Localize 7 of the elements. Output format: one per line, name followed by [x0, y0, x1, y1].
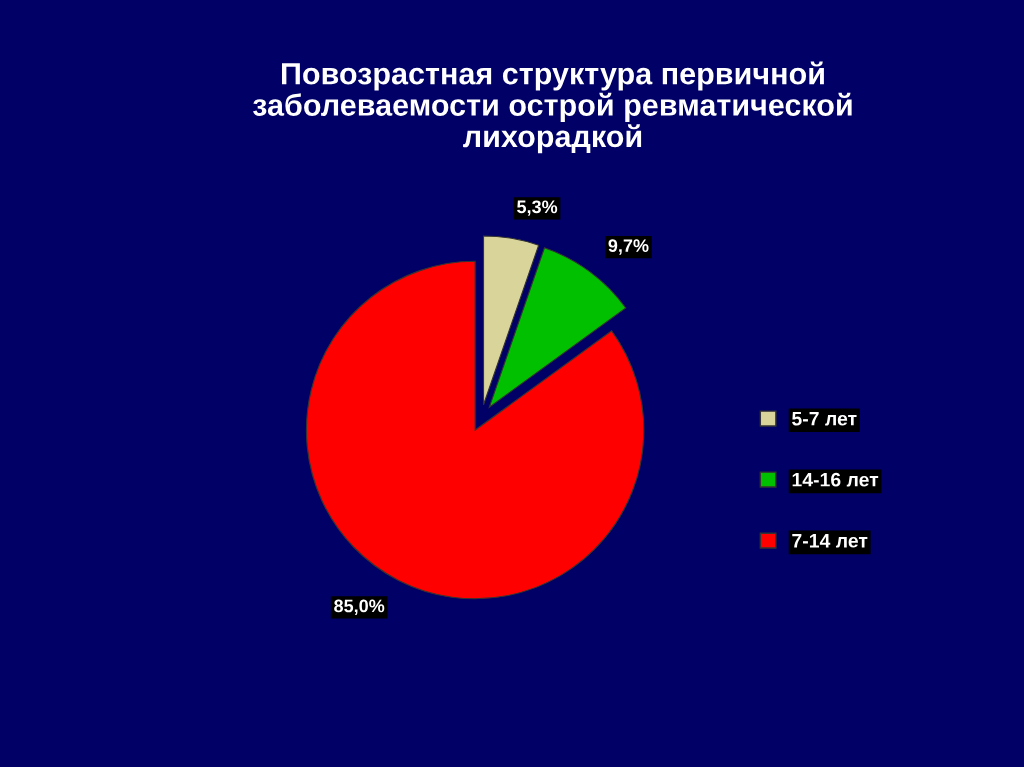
data-label: 9,7% — [608, 239, 649, 255]
chart-title: Повозрастная структура первичной заболеваемости острой ревматической лихорадкой — [253, 61, 852, 154]
legend-label: 7-14 лет — [792, 534, 868, 548]
legend-label: 14-16 лет — [792, 472, 879, 487]
data-label: 85,0% — [334, 599, 385, 615]
data-label: 5,3% — [517, 200, 558, 216]
legend-label: 5-7 лет — [792, 411, 857, 426]
